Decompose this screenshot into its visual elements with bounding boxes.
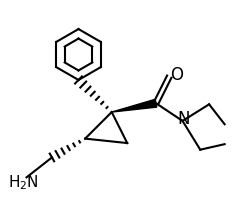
Text: H$_2$N: H$_2$N	[8, 174, 38, 192]
Text: O: O	[170, 66, 183, 84]
Text: N: N	[178, 110, 190, 128]
Polygon shape	[112, 99, 157, 112]
